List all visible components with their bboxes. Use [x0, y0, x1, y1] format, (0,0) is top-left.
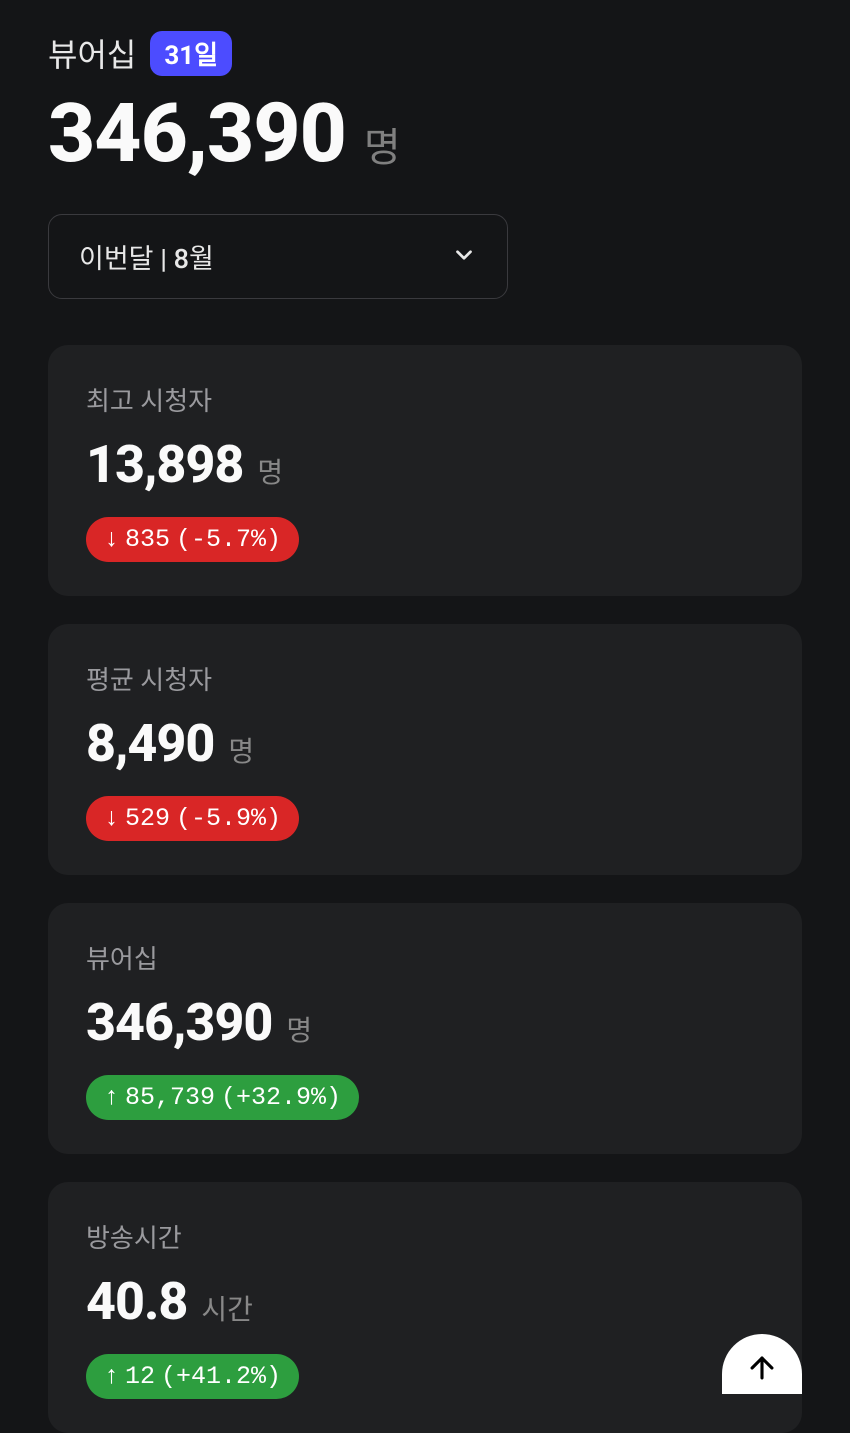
- arrow-up-icon: ↑: [104, 1362, 119, 1391]
- stat-value: 13,898: [86, 434, 243, 495]
- delta-value: 529: [125, 804, 170, 833]
- stat-card-broadcast-time: 방송시간 40.8 시간 ↑ 12 (+41.2%): [48, 1182, 802, 1433]
- stat-unit: 명: [257, 451, 283, 491]
- arrow-down-icon: ↓: [104, 525, 119, 554]
- period-dropdown[interactable]: 이번달 | 8월: [48, 214, 508, 299]
- stat-card-peak-viewers: 최고 시청자 13,898 명 ↓ 835 (-5.7%): [48, 345, 802, 596]
- stat-unit: 시간: [201, 1288, 253, 1328]
- main-metric-value: 346,390: [48, 86, 346, 182]
- arrow-up-icon: [745, 1339, 779, 1389]
- stat-value-row: 13,898 명: [86, 434, 764, 495]
- delta-value: 835: [125, 525, 170, 554]
- main-metric-unit: 명: [364, 115, 401, 173]
- stat-card-avg-viewers: 평균 시청자 8,490 명 ↓ 529 (-5.9%): [48, 624, 802, 875]
- stat-unit: 명: [228, 730, 254, 770]
- dashboard-container: 뷰어십 31일 346,390 명 이번달 | 8월 최고 시청자 13,898…: [0, 0, 850, 1433]
- arrow-down-icon: ↓: [104, 804, 119, 833]
- delta-badge: ↓ 529 (-5.9%): [86, 796, 299, 841]
- stat-value-row: 346,390 명: [86, 992, 764, 1053]
- delta-percent: (-5.9%): [176, 804, 281, 833]
- delta-percent: (-5.7%): [176, 525, 281, 554]
- stat-label: 평균 시청자: [86, 660, 764, 697]
- delta-percent: (+41.2%): [161, 1362, 281, 1391]
- arrow-up-icon: ↑: [104, 1083, 119, 1112]
- delta-badge: ↓ 835 (-5.7%): [86, 517, 299, 562]
- delta-percent: (+32.9%): [221, 1083, 341, 1112]
- stat-value-row: 40.8 시간: [86, 1271, 764, 1332]
- stat-unit: 명: [286, 1009, 312, 1049]
- stat-value: 40.8: [86, 1271, 187, 1332]
- stat-card-viewership: 뷰어십 346,390 명 ↑ 85,739 (+32.9%): [48, 903, 802, 1154]
- stat-label: 뷰어십: [86, 939, 764, 976]
- period-badge: 31일: [150, 31, 232, 76]
- delta-value: 12: [125, 1362, 155, 1391]
- stat-label: 최고 시청자: [86, 381, 764, 418]
- delta-value: 85,739: [125, 1083, 215, 1112]
- stat-value: 346,390: [86, 992, 272, 1053]
- delta-badge: ↑ 85,739 (+32.9%): [86, 1075, 359, 1120]
- stat-value: 8,490: [86, 713, 214, 774]
- header-row: 뷰어십 31일: [48, 30, 802, 76]
- chevron-down-icon: [451, 242, 477, 272]
- delta-badge: ↑ 12 (+41.2%): [86, 1354, 299, 1399]
- page-title: 뷰어십: [48, 30, 136, 76]
- stat-value-row: 8,490 명: [86, 713, 764, 774]
- main-metric-row: 346,390 명: [48, 86, 802, 182]
- stat-label: 방송시간: [86, 1218, 764, 1255]
- dropdown-label: 이번달 | 8월: [79, 237, 214, 276]
